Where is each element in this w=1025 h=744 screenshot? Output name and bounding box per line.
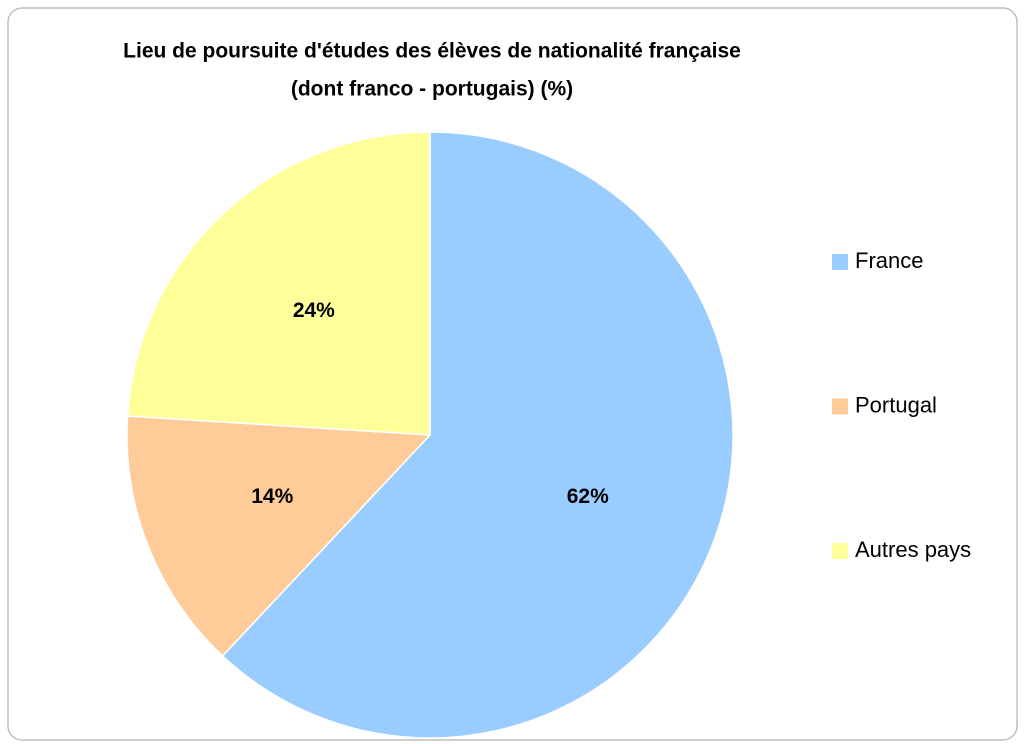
data-label: 62% [567, 485, 609, 508]
data-label: 14% [251, 485, 293, 508]
legend-swatch [832, 543, 848, 559]
legend-label: France [855, 248, 923, 273]
pie-slice [126, 415, 432, 657]
legend-label: Portugal [855, 392, 937, 417]
chart-title: (dont franco - portugais) (%) [291, 78, 573, 101]
legend-swatch [832, 398, 848, 415]
pie-slice [126, 131, 431, 436]
pie-slice [221, 131, 734, 739]
chart-title: Lieu de poursuite d'études des élèves de… [123, 40, 741, 63]
legend-swatch [832, 254, 848, 270]
legend-label: Autres pays [855, 537, 971, 562]
data-label: 24% [293, 299, 335, 322]
